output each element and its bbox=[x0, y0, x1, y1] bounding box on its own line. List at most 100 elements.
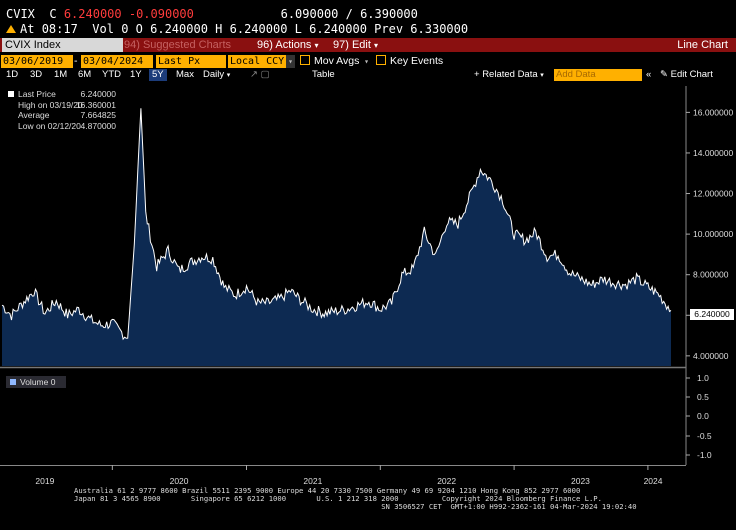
quote-line: At 08:17 Vol 0 O 6.240000 H 6.240000 L 6… bbox=[6, 22, 468, 36]
y-tick-label: 14.000000 bbox=[693, 148, 733, 158]
y-tick-label: 4.000000 bbox=[693, 351, 729, 361]
range-bar: 1D 3D 1M 6M YTD 1Y 5Y Max Daily ▾ ↗ ▢ Ta… bbox=[0, 69, 736, 81]
volume-label: Volume bbox=[20, 377, 49, 387]
checkbox-icon bbox=[376, 55, 386, 65]
edit-chart-button[interactable]: ✎ Edit Chart bbox=[660, 69, 713, 81]
volume-legend[interactable]: Volume 0 bbox=[6, 376, 66, 388]
y-tick-label: 10.000000 bbox=[693, 229, 733, 239]
x-tick-label: 2023 bbox=[571, 476, 590, 486]
x-tick-label: 2022 bbox=[437, 476, 456, 486]
legend-low: Low on 02/12/20 4.870000 bbox=[8, 121, 116, 132]
footer-line-2: Japan 81 3 4565 8900 Singapore 65 6212 1… bbox=[74, 494, 602, 503]
legend-average-value: 7.664825 bbox=[80, 110, 116, 120]
suggested-num: 94) bbox=[124, 39, 140, 51]
suggested-label: Suggested Charts bbox=[142, 39, 232, 51]
legend-average-label: Average bbox=[18, 110, 50, 120]
related-data-label: Related Data bbox=[482, 69, 538, 80]
start-date-field[interactable]: 03/06/2019 bbox=[1, 55, 73, 68]
range-1y[interactable]: 1Y bbox=[130, 69, 142, 80]
legend-swatch bbox=[8, 91, 14, 97]
legend-last-price[interactable]: Last Price 6.240000 bbox=[8, 89, 116, 100]
vol-label: Vol bbox=[92, 22, 114, 36]
edit-label: Edit bbox=[351, 39, 371, 51]
y-tick-label: 12.000000 bbox=[693, 189, 733, 199]
legend-last-label: Last Price bbox=[18, 89, 56, 99]
range-ytd[interactable]: YTD bbox=[102, 69, 121, 80]
legend-high-label: High on 03/19/20 bbox=[18, 99, 83, 110]
y-tick-label: 8.000000 bbox=[693, 270, 729, 280]
low-label: L bbox=[294, 22, 302, 36]
vol-value: 0 bbox=[121, 22, 129, 36]
range-3d[interactable]: 3D bbox=[30, 69, 43, 80]
field-bar: 03/06/2019 - 03/04/2024 Last Px Local CC… bbox=[0, 55, 736, 68]
currency-select[interactable]: Local CCY bbox=[228, 55, 286, 68]
prev-label: Prev bbox=[374, 22, 404, 36]
bid-ask: 6.090000 / 6.390000 bbox=[280, 7, 418, 21]
legend-low-value: 4.870000 bbox=[80, 120, 116, 131]
ticker-line: CVIX C 6.240000 -0.090000 6.090000 / 6.3… bbox=[6, 7, 418, 21]
x-tick-label: 2020 bbox=[170, 476, 189, 486]
price-line bbox=[1, 108, 672, 341]
edit-menu[interactable]: 97) Edit ▾ bbox=[333, 38, 378, 52]
actions-num: 96) bbox=[257, 39, 273, 51]
open-label: O bbox=[135, 22, 143, 36]
key-events-label: Key Events bbox=[390, 55, 444, 67]
low-value: 6.240000 bbox=[309, 22, 367, 36]
chevron-down-icon: ▾ bbox=[314, 41, 319, 50]
period-label: Daily bbox=[203, 69, 225, 80]
close-label: C bbox=[49, 7, 57, 21]
open-value: 6.240000 bbox=[150, 22, 208, 36]
legend-high-value: 16.360001 bbox=[75, 99, 116, 110]
x-tick-label: 2021 bbox=[303, 476, 322, 486]
chevron-down-icon: ▾ bbox=[226, 72, 231, 79]
actions-menu[interactable]: 96) Actions ▾ bbox=[257, 38, 319, 52]
price-change: -0.090000 bbox=[128, 7, 194, 21]
end-date-field[interactable]: 03/04/2024 bbox=[81, 55, 153, 68]
range-1d[interactable]: 1D bbox=[6, 69, 19, 80]
chevron-down-icon: ▾ bbox=[540, 72, 544, 79]
add-data-input[interactable]: Add Data bbox=[554, 69, 642, 81]
up-arrow-icon bbox=[6, 25, 16, 33]
high-value: 6.240000 bbox=[229, 22, 288, 36]
collapse-icon[interactable]: « bbox=[646, 69, 652, 80]
security-field[interactable]: CVIX Index bbox=[2, 38, 123, 52]
pencil-icon: ✎ bbox=[660, 69, 668, 80]
last-price: 6.240000 bbox=[63, 7, 122, 21]
range-1m[interactable]: 1M bbox=[54, 69, 68, 80]
range-5y[interactable]: 5Y bbox=[149, 69, 167, 81]
price-field-select[interactable]: Last Px bbox=[156, 55, 226, 68]
high-label: H bbox=[215, 22, 223, 36]
legend-last-value: 6.240000 bbox=[80, 89, 116, 99]
edit-chart-label: Edit Chart bbox=[670, 69, 713, 80]
key-events-toggle[interactable]: Key Events bbox=[376, 55, 443, 68]
chart-style-icons[interactable]: ↗ ▢ bbox=[250, 69, 270, 80]
volume-swatch bbox=[10, 379, 16, 385]
chart-legend: Last Price 6.240000 High on 03/19/20 16.36… bbox=[8, 89, 116, 131]
volume-tick-label: 0.5 bbox=[697, 392, 709, 402]
actions-label: Actions bbox=[275, 39, 312, 51]
related-data-menu[interactable]: + Related Data ▾ bbox=[474, 69, 544, 80]
checkbox-icon bbox=[300, 55, 310, 65]
volume-tick-label: -1.0 bbox=[697, 450, 712, 460]
suggested-charts-menu[interactable]: 94) Suggested Charts bbox=[124, 38, 231, 52]
chevron-down-icon: ▾ bbox=[374, 41, 379, 50]
legend-average: Average 7.664825 bbox=[8, 110, 116, 121]
chevron-down-icon[interactable]: ▾ bbox=[362, 55, 371, 68]
prev-value: 6.330000 bbox=[410, 22, 469, 36]
edit-num: 97) bbox=[333, 39, 349, 51]
y-tick-label: 16.000000 bbox=[693, 107, 733, 117]
x-tick-label: 2024 bbox=[644, 476, 663, 486]
mov-avgs-toggle[interactable]: Mov Avgs bbox=[300, 55, 359, 68]
price-area bbox=[2, 108, 671, 367]
volume-tick-label: 0.0 bbox=[697, 411, 709, 421]
period-select[interactable]: Daily ▾ bbox=[203, 69, 230, 82]
table-button[interactable]: Table bbox=[312, 69, 335, 80]
range-max[interactable]: Max bbox=[176, 69, 194, 80]
range-6m[interactable]: 6M bbox=[78, 69, 92, 80]
volume-value: 0 bbox=[50, 377, 56, 387]
footer-line-3: SN 3506527 CET GMT+1:00 H992-2362-161 04… bbox=[74, 502, 637, 511]
chevron-down-icon[interactable]: ▾ bbox=[286, 55, 295, 68]
chart-type-label: Line Chart bbox=[677, 39, 728, 51]
legend-high: High on 03/19/20 16.360001 bbox=[8, 100, 116, 111]
